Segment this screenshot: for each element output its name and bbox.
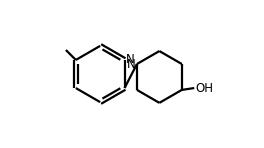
Text: N: N (126, 53, 135, 66)
Text: N: N (127, 58, 136, 71)
Text: OH: OH (195, 82, 213, 95)
